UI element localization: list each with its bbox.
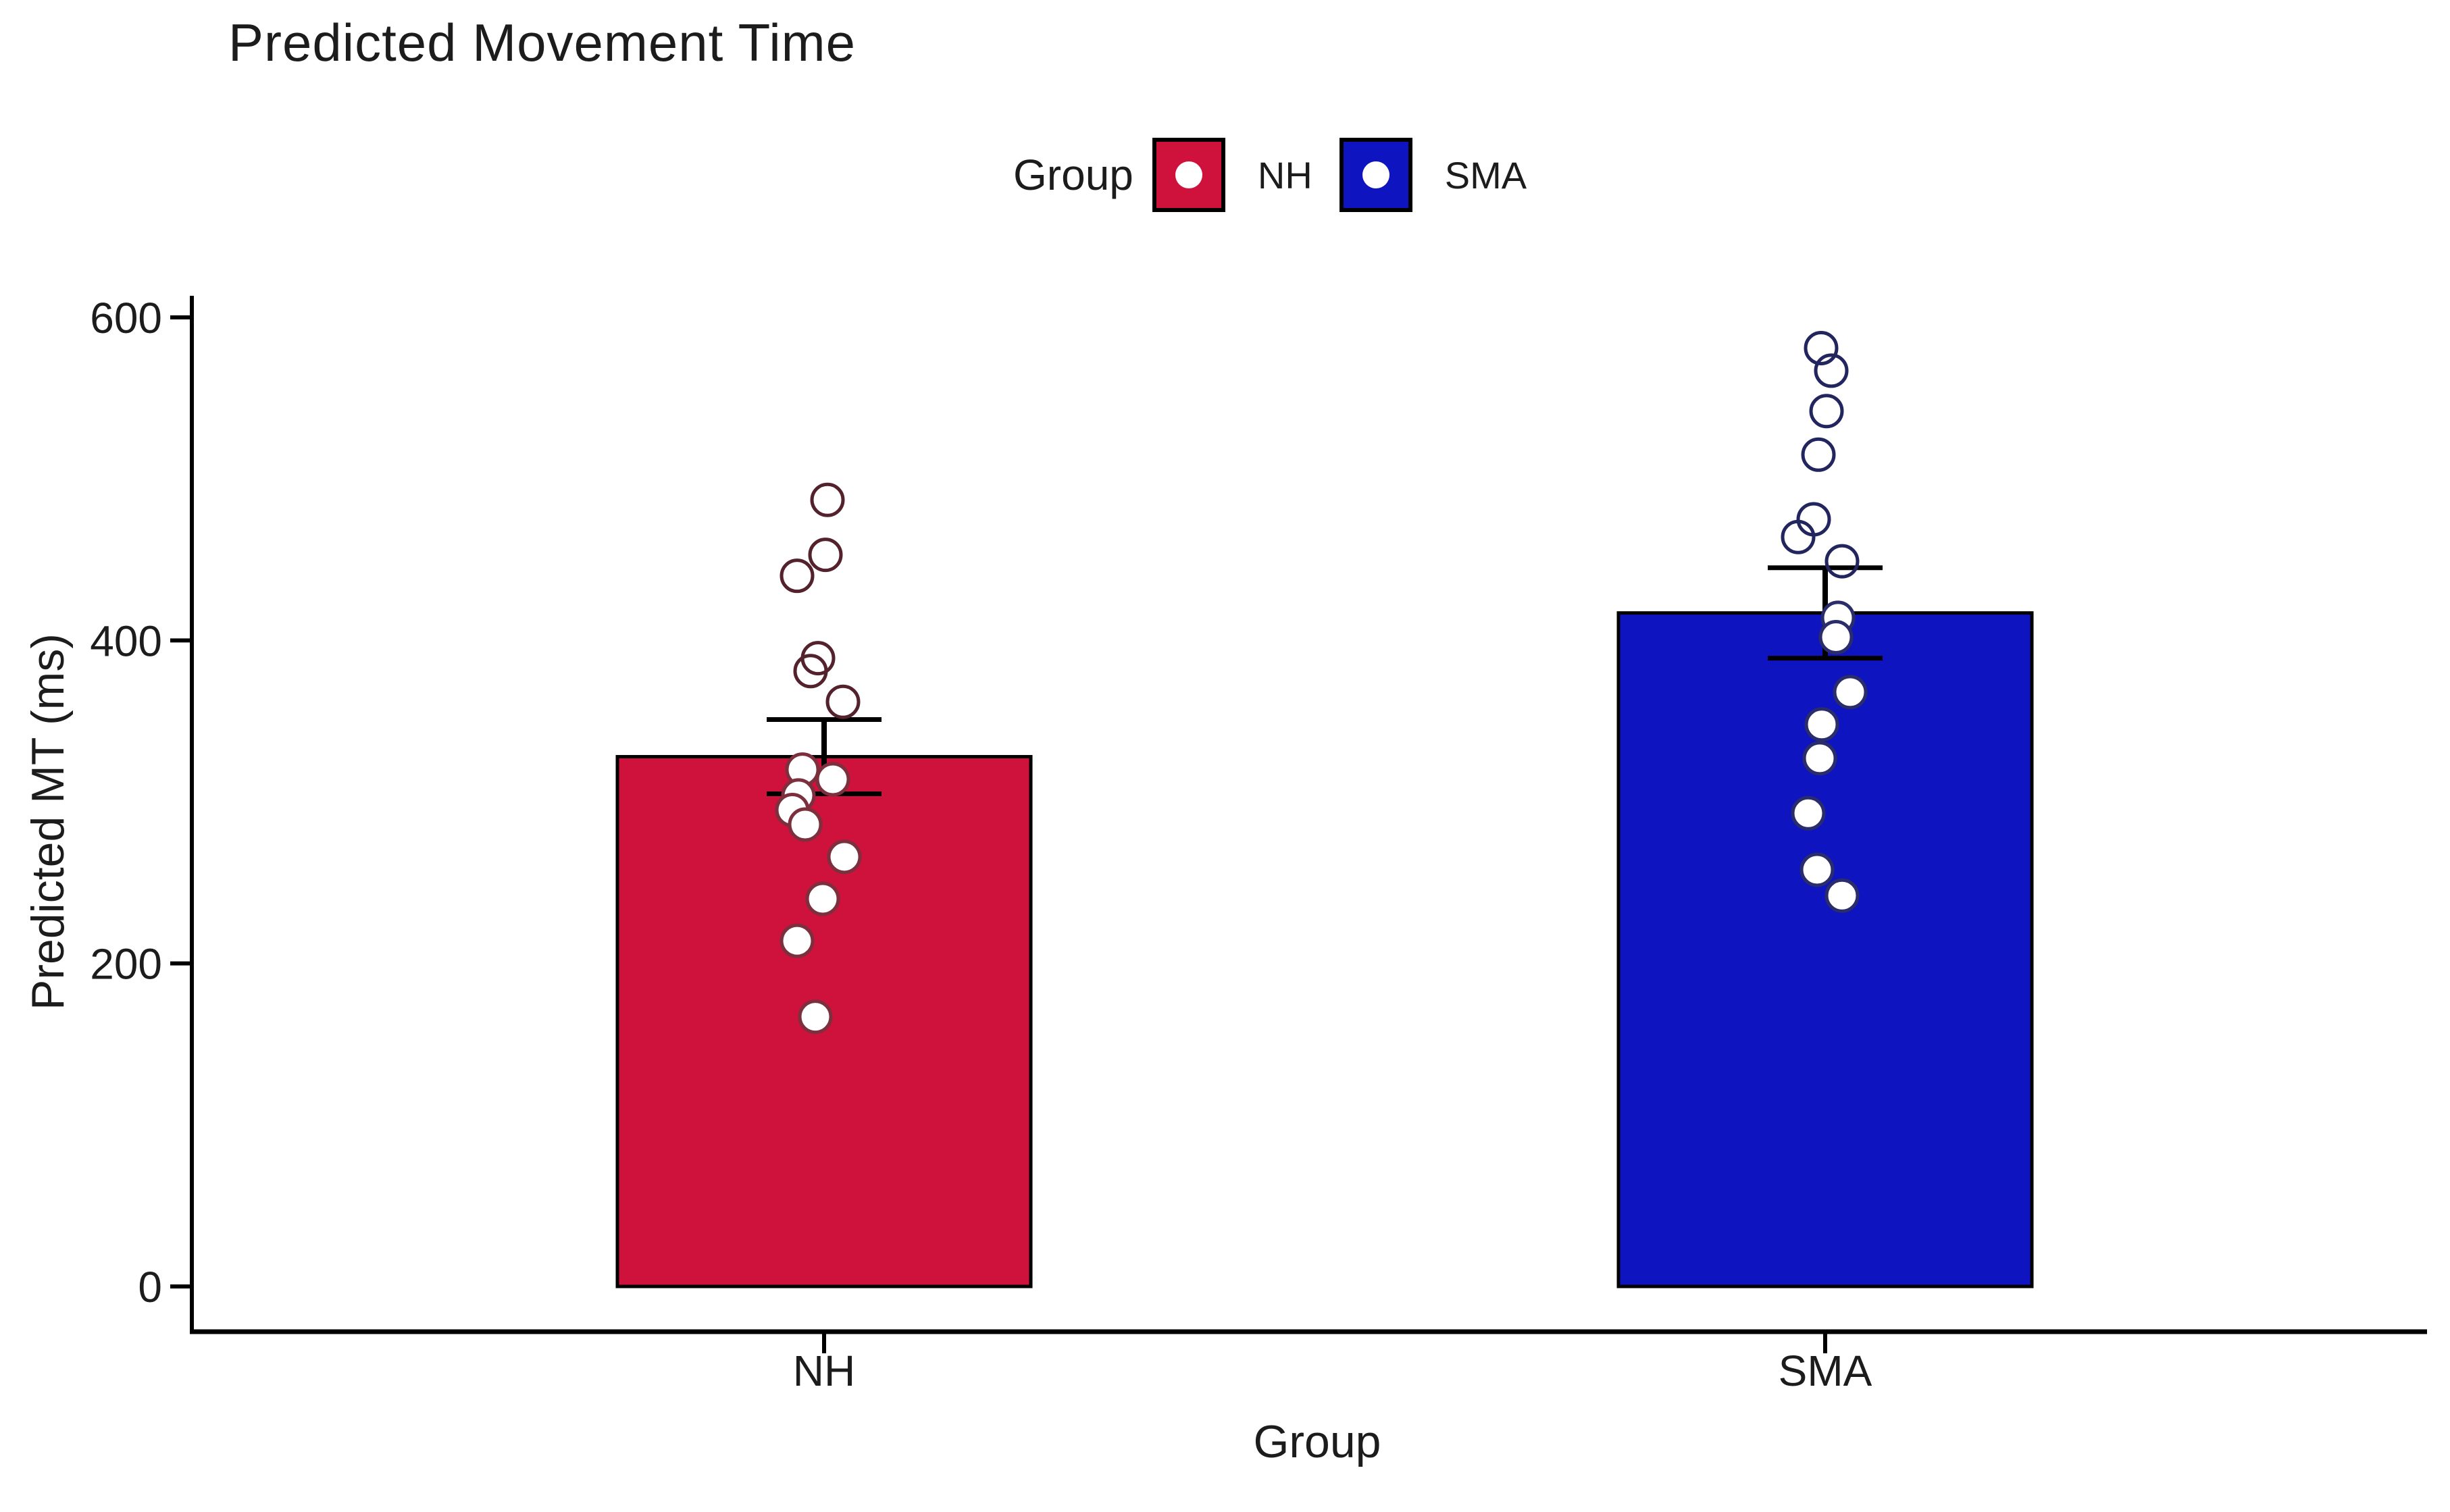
legend-swatch-sma <box>1339 138 1412 212</box>
data-point-nh <box>805 881 840 916</box>
data-point-sma <box>1802 741 1837 776</box>
x-category-label: NH <box>793 1347 855 1395</box>
legend-point-icon <box>1175 161 1202 188</box>
data-point-sma <box>1824 878 1860 913</box>
legend: Group NH SMA <box>1013 135 1527 215</box>
legend-point-icon <box>1362 161 1389 188</box>
data-point-sma <box>1791 796 1826 831</box>
data-point-nh <box>810 482 845 517</box>
data-point-nh <box>780 923 815 958</box>
data-point-nh <box>793 654 828 689</box>
data-point-nh <box>815 762 850 797</box>
y-tick-label: 400 <box>90 617 162 665</box>
legend-title: Group <box>1013 151 1133 199</box>
data-point-sma <box>1804 707 1839 742</box>
data-point-nh <box>798 999 833 1035</box>
data-point-sma <box>1800 852 1835 887</box>
chart-title: Predicted Movement Time <box>228 13 857 72</box>
y-tick-label: 600 <box>90 294 162 342</box>
data-point-sma <box>1824 544 1860 579</box>
data-point-nh <box>827 839 862 875</box>
data-point-sma <box>1781 519 1816 554</box>
data-point-nh <box>808 538 843 573</box>
legend-swatch-nh <box>1152 138 1225 212</box>
x-axis-title: Group <box>1253 1416 1381 1467</box>
data-point-sma <box>1801 437 1836 472</box>
data-point-sma <box>1804 330 1839 365</box>
data-point-nh <box>788 807 823 842</box>
data-point-nh <box>780 558 815 594</box>
legend-label-sma: SMA <box>1444 153 1527 197</box>
x-category-label: SMA <box>1779 1347 1872 1395</box>
data-point-sma <box>1809 394 1844 429</box>
data-point-sma <box>1818 620 1854 655</box>
y-tick-label: 0 <box>138 1263 162 1311</box>
y-tick-label: 200 <box>90 940 162 989</box>
data-point-nh <box>825 684 861 719</box>
legend-label-nh: NH <box>1257 153 1312 197</box>
data-point-sma <box>1814 353 1849 388</box>
data-point-sma <box>1833 675 1868 710</box>
